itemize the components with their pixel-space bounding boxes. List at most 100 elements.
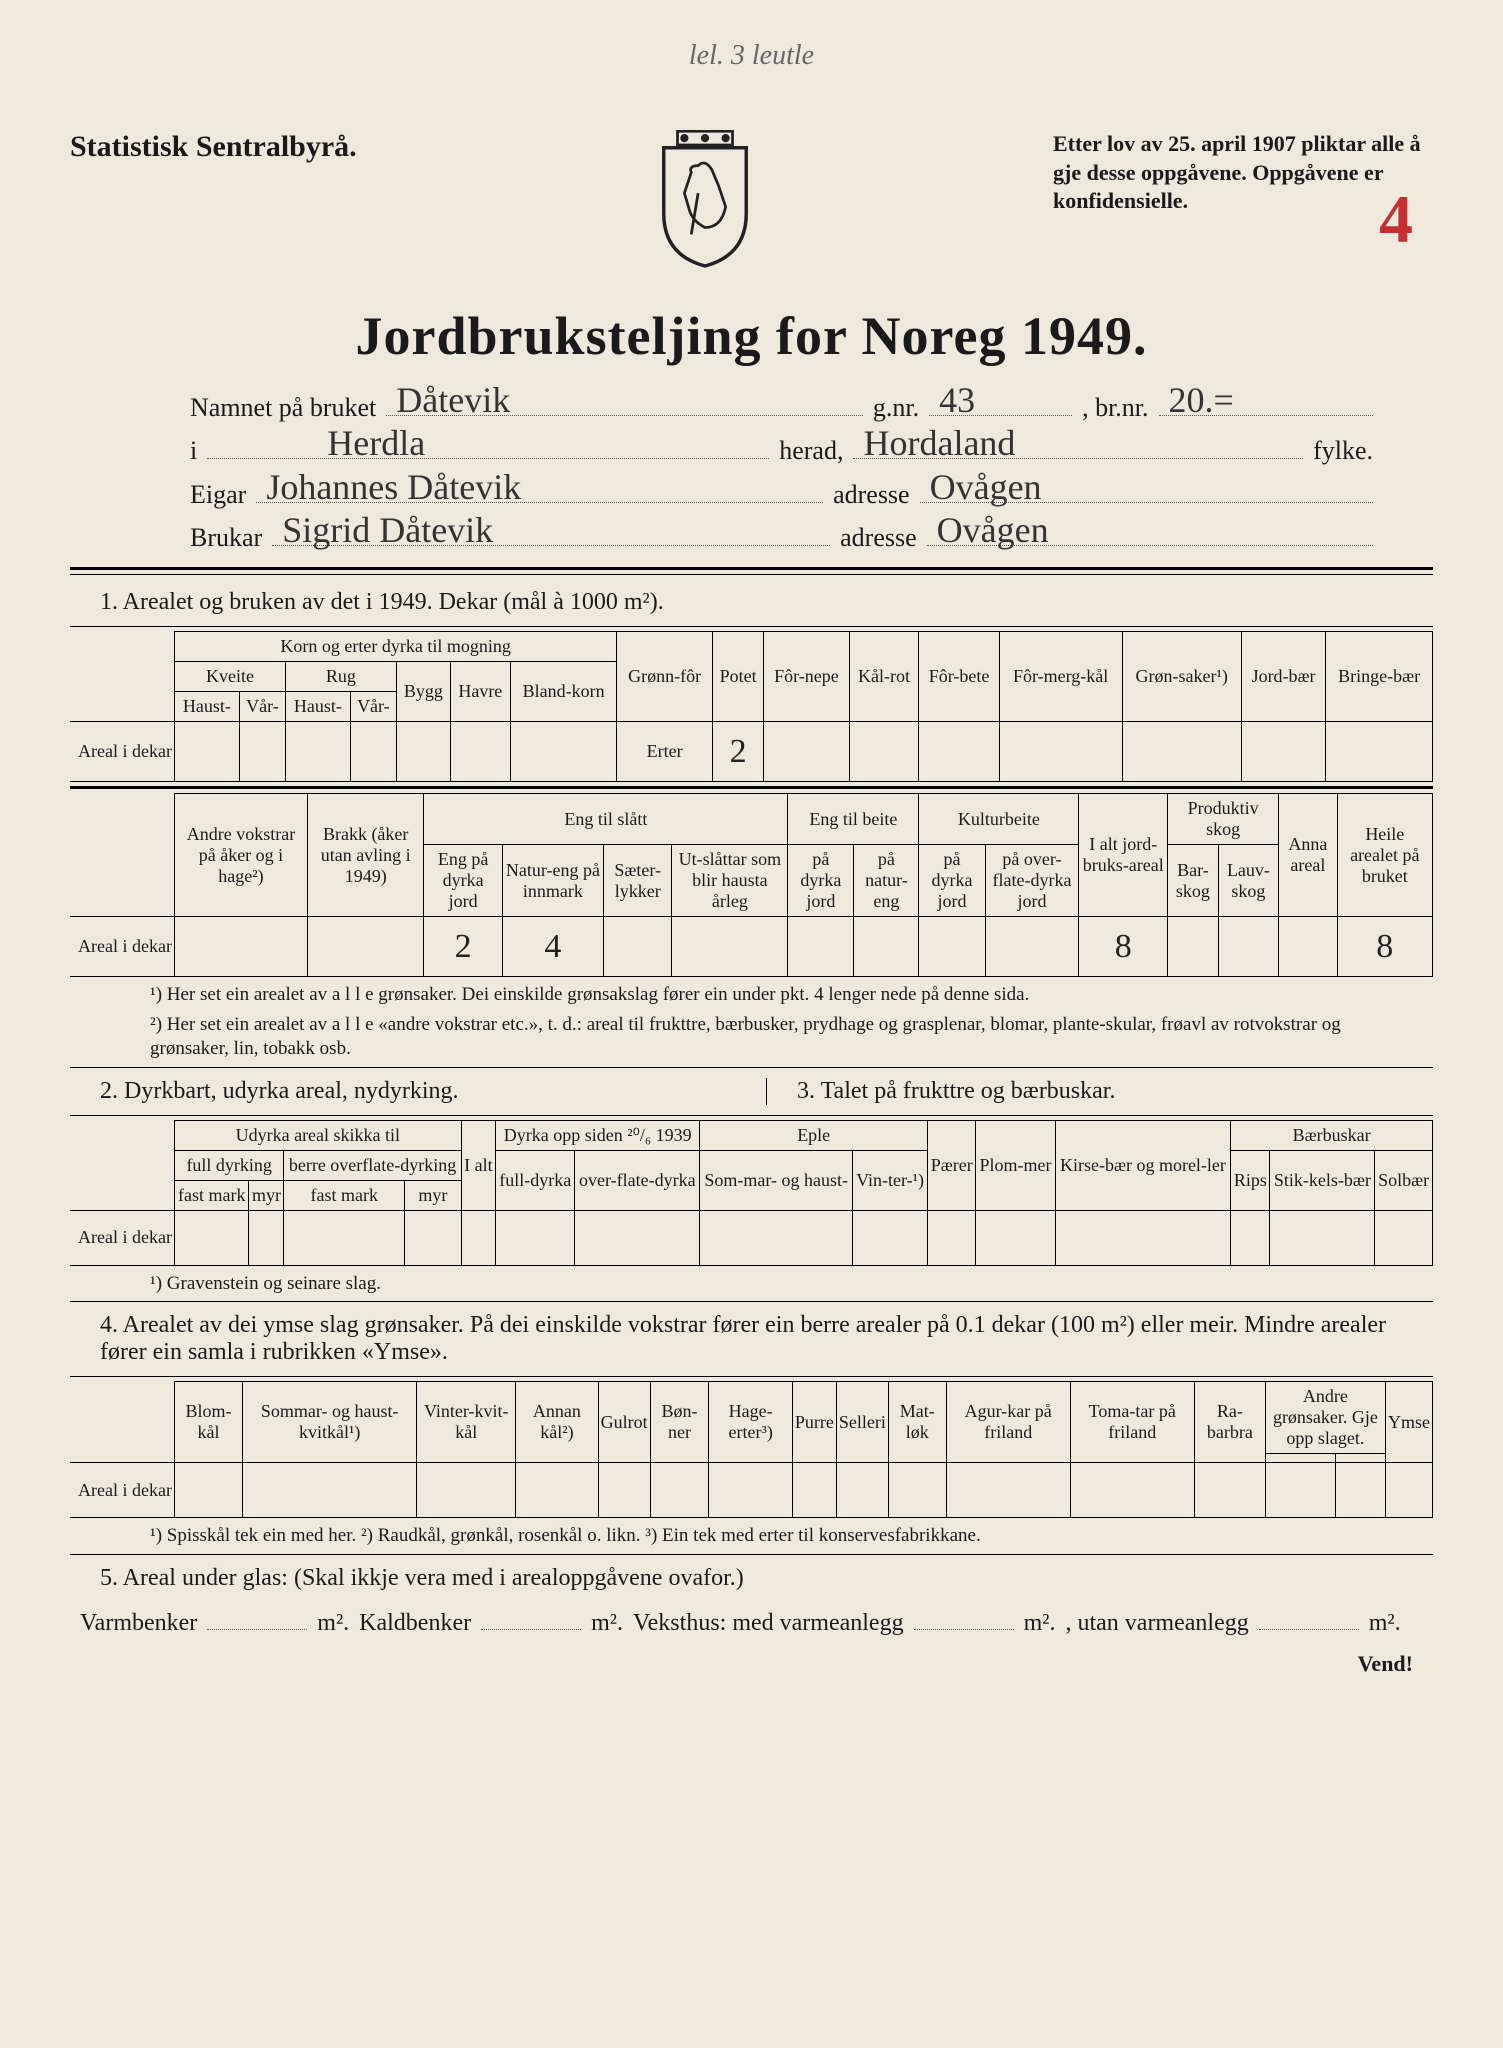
h-stikkels: Stik-kels-bær <box>1270 1150 1375 1210</box>
row-label-2: Areal i dekar <box>70 1210 174 1265</box>
herad-value: Herdla <box>327 422 425 464</box>
brnr-value: 20.= <box>1169 379 1234 421</box>
section4-title: 4. Arealet av dei ymse slag grønsaker. P… <box>100 1312 1433 1366</box>
h-paerer: Pærer <box>928 1120 976 1210</box>
h-selleri: Selleri <box>836 1382 888 1463</box>
h-brakk: Brakk (åker utan avling i 1949) <box>307 794 423 917</box>
h-ymse: Ymse <box>1385 1382 1432 1463</box>
h-hageerter: Hage-erter³) <box>709 1382 792 1463</box>
h-eple: Eple <box>700 1120 928 1150</box>
h-myr2: myr <box>405 1180 462 1210</box>
gnr-value: 43 <box>939 379 975 421</box>
h-gronsaker: Grøn-saker¹) <box>1122 632 1241 722</box>
h-havre: Havre <box>450 662 510 722</box>
h-kalrot: Kål-rot <box>849 632 919 722</box>
h-kulturbeite: Kulturbeite <box>919 794 1079 845</box>
h-andre-vokstrar: Andre vokstrar på åker og i hage²) <box>174 794 307 917</box>
footnote-2: ²) Her set ein arealet av a l l e «andre… <box>150 1013 1413 1061</box>
h-tomatar: Toma-tar på friland <box>1070 1382 1194 1463</box>
h-kirsebaer: Kirse-bær og morel-ler <box>1055 1120 1231 1210</box>
h-full-dyrking: full dyrking <box>174 1150 283 1180</box>
h-kveite-var: Vår- <box>239 692 285 722</box>
utan-label: , utan varmeanlegg <box>1065 1610 1248 1637</box>
m2-2: m². <box>591 1610 623 1637</box>
section5-title: 5. Areal under glas: (Skal ikkje vera me… <box>100 1565 1433 1592</box>
coat-of-arms <box>635 130 775 275</box>
h-ialt: I alt <box>461 1120 495 1210</box>
h-kveite: Kveite <box>174 662 285 692</box>
h-blomkal: Blom-kål <box>174 1382 242 1463</box>
h-bringebaer: Bringe-bær <box>1326 632 1433 722</box>
h-pa-natureng-beite: på natur-eng <box>854 845 919 917</box>
h-fornepe: Fôr-nepe <box>764 632 849 722</box>
red-page-number: 4 <box>1379 180 1413 259</box>
adresse2-value: Ovågen <box>937 509 1049 551</box>
section1-title: 1. Arealet og bruken av det i 1949. Deka… <box>100 589 1433 616</box>
h-agurkar: Agur-kar på friland <box>946 1382 1070 1463</box>
h-forbete: Fôr-bete <box>919 632 999 722</box>
h-rug-var: Vår- <box>350 692 396 722</box>
h-blandkorn: Bland-korn <box>510 662 617 722</box>
h-berre-overflate: berre overflate-dyrking <box>284 1150 461 1180</box>
h-rips: Rips <box>1231 1150 1270 1210</box>
m2-4: m². <box>1369 1610 1401 1637</box>
h-andre-gronsaker: Andre grønsaker. Gje opp slaget. <box>1265 1382 1385 1454</box>
legal-notice: Etter lov av 25. april 1907 pliktar alle… <box>1053 130 1433 216</box>
row-label-4: Areal i dekar <box>70 1463 174 1518</box>
varmbenker-label: Varmbenker <box>80 1610 197 1637</box>
adresse1-value: Ovågen <box>930 466 1042 508</box>
h-heile-arealet: Heile arealet på bruket <box>1337 794 1432 917</box>
natureng-value: 4 <box>502 917 603 977</box>
document-title: Jordbruksteljing for Noreg 1949. <box>70 305 1433 367</box>
h-pa-overflate: på over-flate-dyrka jord <box>985 845 1079 917</box>
h-rug-haust: Haust- <box>285 692 350 722</box>
potet-value: 2 <box>712 722 763 782</box>
h-baerbuskar: Bærbuskar <box>1231 1120 1433 1150</box>
h-vinterkvit: Vinter-kvit-kål <box>417 1382 516 1463</box>
m2-1: m². <box>317 1610 349 1637</box>
i-label: i <box>190 436 197 466</box>
h-gronnfor: Grønn-fôr <box>617 632 713 722</box>
namnet-value: Dåtevik <box>396 379 510 421</box>
h-ialt-jordbruks: I alt jord-bruks-areal <box>1079 794 1168 917</box>
gnr-label: g.nr. <box>873 393 919 423</box>
h-matlok: Mat-løk <box>888 1382 946 1463</box>
h-myr1: myr <box>249 1180 284 1210</box>
footnote-4: ¹) Spisskål tek ein med her. ²) Raudkål,… <box>150 1524 1413 1548</box>
fylke-label: fylke. <box>1313 436 1373 466</box>
h-barskog: Bar-skog <box>1168 845 1219 917</box>
h-utslattar: Ut-slåttar som blir hausta årleg <box>672 845 788 917</box>
h-formergkal: Fôr-merg-kål <box>999 632 1122 722</box>
brnr-label: , br.nr. <box>1082 393 1148 423</box>
h-jordbaer: Jord-bær <box>1241 632 1326 722</box>
h-purre: Purre <box>792 1382 836 1463</box>
document-page: lel. 3 leutle 4 Statistisk Sentralbyrå. … <box>0 0 1503 2048</box>
h-bygg: Bygg <box>396 662 450 722</box>
table-section4: Blom-kål Sommar- og haust-kvitkål¹) Vint… <box>70 1381 1433 1518</box>
h-korn: Korn og erter dyrka til mogning <box>174 632 616 662</box>
h-vinter: Vin-ter-¹) <box>853 1150 928 1210</box>
h-dyrka-opp: Dyrka opp siden ²⁰/₆ 1939 <box>496 1120 700 1150</box>
h-over-flate: over-flate-dyrka <box>575 1150 700 1210</box>
h-eng-slatt: Eng til slått <box>424 794 788 845</box>
header-row: Statistisk Sentralbyrå. Etter lov av 25.… <box>70 130 1433 275</box>
footnote-gravenstein: ¹) Gravenstein og seinare slag. <box>150 1272 1413 1296</box>
table-section1a: Korn og erter dyrka til mogning Grønn-fô… <box>70 631 1433 782</box>
handwritten-annotation: lel. 3 leutle <box>689 40 814 72</box>
veksthus-label: Veksthus: med varmeanlegg <box>633 1610 904 1637</box>
footnote-1: ¹) Her set ein arealet av a l l e grønsa… <box>150 983 1413 1007</box>
h-anna-areal: Anna areal <box>1279 794 1337 917</box>
h-gulrot: Gulrot <box>598 1382 650 1463</box>
row-label-1b: Areal i dekar <box>70 917 174 977</box>
section5-fields: Varmbenker m². Kaldbenker m². Veksthus: … <box>80 1606 1423 1637</box>
h-fastmark2: fast mark <box>284 1180 405 1210</box>
h-rabarbra: Ra-barbra <box>1194 1382 1265 1463</box>
adresse1-label: adresse <box>833 480 910 510</box>
eng-dyrka-value: 2 <box>424 917 502 977</box>
h-plommer: Plom-mer <box>976 1120 1055 1210</box>
table-section1b: Andre vokstrar på åker og i hage²) Brakk… <box>70 793 1433 977</box>
kaldbenker-label: Kaldbenker <box>359 1610 471 1637</box>
section3-title: 3. Talet på frukttre og bærbuskar. <box>766 1078 1433 1105</box>
table-section2-3: Udyrka areal skikka til I alt Dyrka opp … <box>70 1120 1433 1266</box>
section2-3-header: 2. Dyrkbart, udyrka areal, nydyrking. 3.… <box>70 1072 1433 1111</box>
